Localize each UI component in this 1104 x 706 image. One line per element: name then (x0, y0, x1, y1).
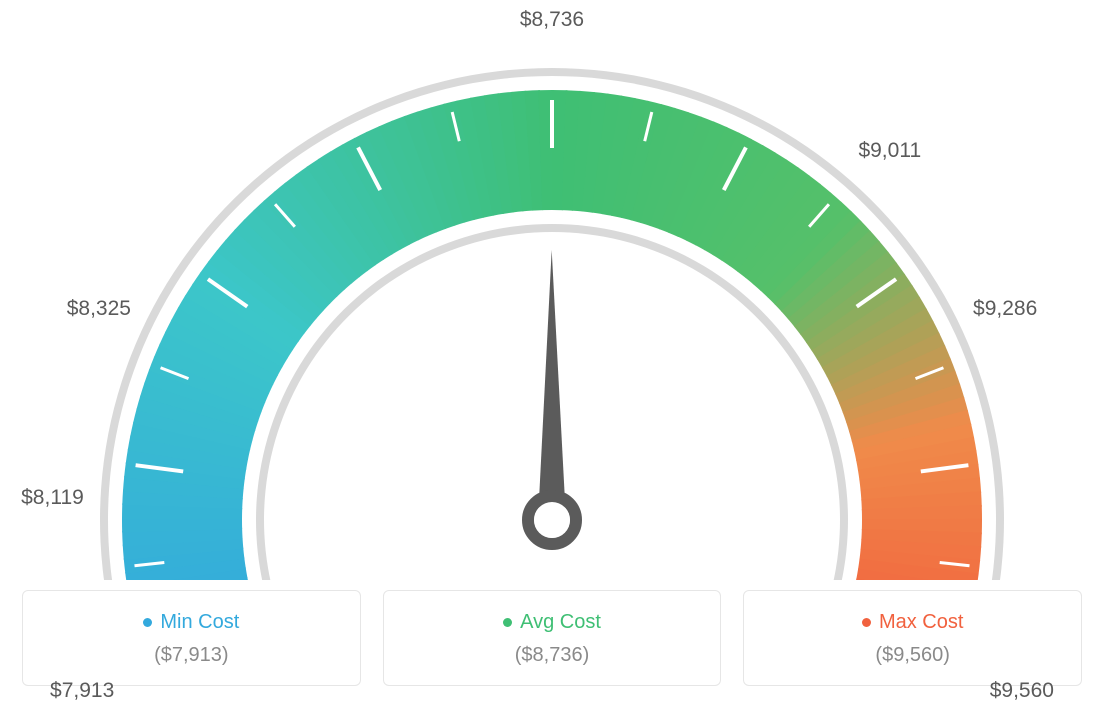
legend-value-max: ($9,560) (754, 644, 1071, 667)
legend-value-min: ($7,913) (33, 644, 350, 667)
legend-title-text: Min Cost (160, 611, 239, 634)
gauge-tick-label: $9,011 (858, 139, 921, 163)
legend-row: Min Cost ($7,913) Avg Cost ($8,736) Max … (22, 590, 1082, 686)
legend-title-min: Min Cost (143, 611, 239, 634)
gauge-tick-label: $8,325 (67, 297, 131, 321)
gauge-tick-label: $7,913 (50, 679, 114, 703)
legend-title-text: Max Cost (879, 611, 963, 634)
dot-icon (143, 618, 152, 627)
legend-card-max: Max Cost ($9,560) (743, 590, 1082, 686)
legend-title-avg: Avg Cost (503, 611, 601, 634)
legend-title-text: Avg Cost (520, 611, 601, 634)
legend-card-avg: Avg Cost ($8,736) (383, 590, 722, 686)
legend-card-min: Min Cost ($7,913) (22, 590, 361, 686)
legend-value-avg: ($8,736) (394, 644, 711, 667)
gauge-tick-label: $9,560 (990, 679, 1054, 703)
dot-icon (862, 618, 871, 627)
legend-title-max: Max Cost (862, 611, 963, 634)
gauge-svg (22, 20, 1082, 580)
gauge-chart: $7,913$8,119$8,325$8,736$9,011$9,286$9,5… (22, 20, 1082, 580)
gauge-tick-label: $8,119 (21, 486, 84, 510)
dot-icon (503, 618, 512, 627)
gauge-tick-label: $8,736 (520, 8, 584, 32)
gauge-tick-label: $9,286 (973, 297, 1037, 321)
